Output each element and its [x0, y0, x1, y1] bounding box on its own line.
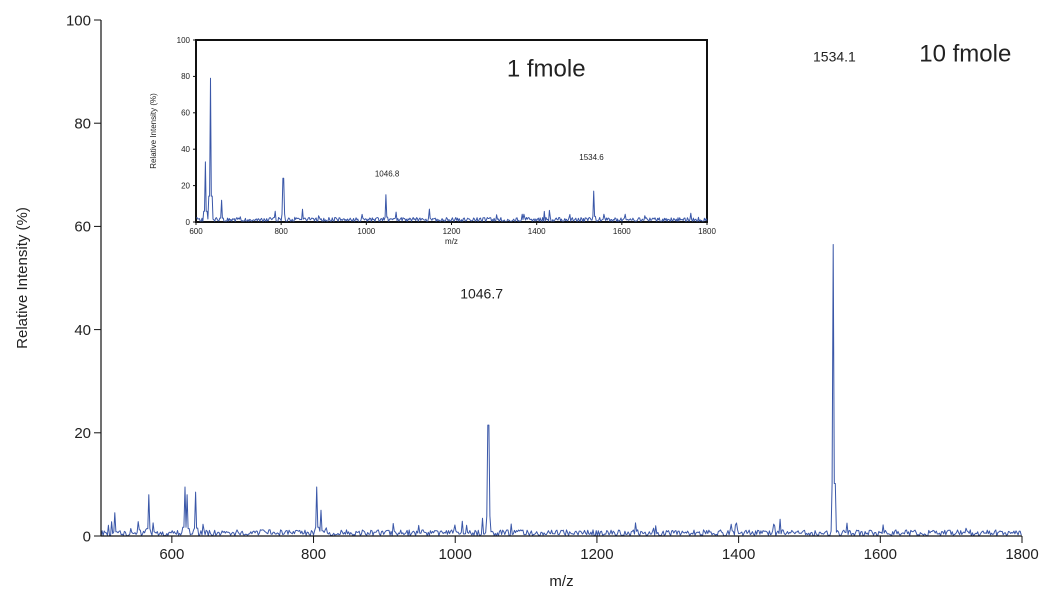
inset-frame [195, 39, 708, 223]
y-tick-label: 20 [181, 181, 190, 190]
inset-spectrum-chart: 0 20 40 60 80 100 600 800 1000 1200 1400 1600 1800 m/… [149, 36, 716, 246]
x-tick-label: 1400 [528, 227, 546, 236]
y-tick-label: 80 [74, 115, 91, 132]
x-tick-label: 1600 [613, 227, 631, 236]
peak-label: 1046.8 [375, 170, 400, 179]
x-tick-label: 1800 [698, 227, 716, 236]
y-tick-label: 40 [74, 322, 91, 339]
x-tick-label: 600 [189, 227, 203, 236]
y-axis-label: Relative Intensity (%) [149, 93, 158, 169]
x-tick-label: 800 [274, 227, 288, 236]
y-tick-label: 20 [74, 425, 91, 442]
x-tick-label: 1000 [439, 546, 472, 563]
x-tick-label: 1200 [443, 227, 461, 236]
x-tick-label: 1800 [1005, 546, 1038, 563]
x-tick-label: 800 [301, 546, 326, 563]
y-tick-label: 100 [177, 36, 191, 45]
y-tick-label: 60 [181, 109, 190, 118]
x-tick-label: 1200 [580, 546, 613, 563]
x-tick-label: 600 [159, 546, 184, 563]
x-tick-label: 1600 [864, 546, 897, 563]
x-tick-label: 1000 [357, 227, 375, 236]
peak-label: 1534.6 [579, 153, 604, 162]
peak-label: 1534.1 [813, 48, 856, 64]
x-axis-label: m/z [445, 237, 458, 246]
y-tick-label: 80 [181, 72, 190, 81]
amount-label: 10 fmole [919, 40, 1011, 67]
y-tick-label: 40 [181, 145, 190, 154]
y-tick-label: 0 [83, 528, 91, 545]
y-axis-label: Relative Intensity (%) [14, 207, 31, 349]
spectrum-trace [100, 244, 1022, 537]
amount-label: 1 fmole [507, 55, 586, 82]
x-axis-label: m/z [549, 573, 573, 590]
peak-label: 1046.7 [460, 286, 503, 302]
y-tick-label: 60 [74, 219, 91, 236]
y-tick-label: 100 [66, 12, 91, 29]
y-tick-label: 0 [186, 218, 191, 227]
x-tick-label: 1400 [722, 546, 755, 563]
spectrum-trace [195, 77, 708, 223]
